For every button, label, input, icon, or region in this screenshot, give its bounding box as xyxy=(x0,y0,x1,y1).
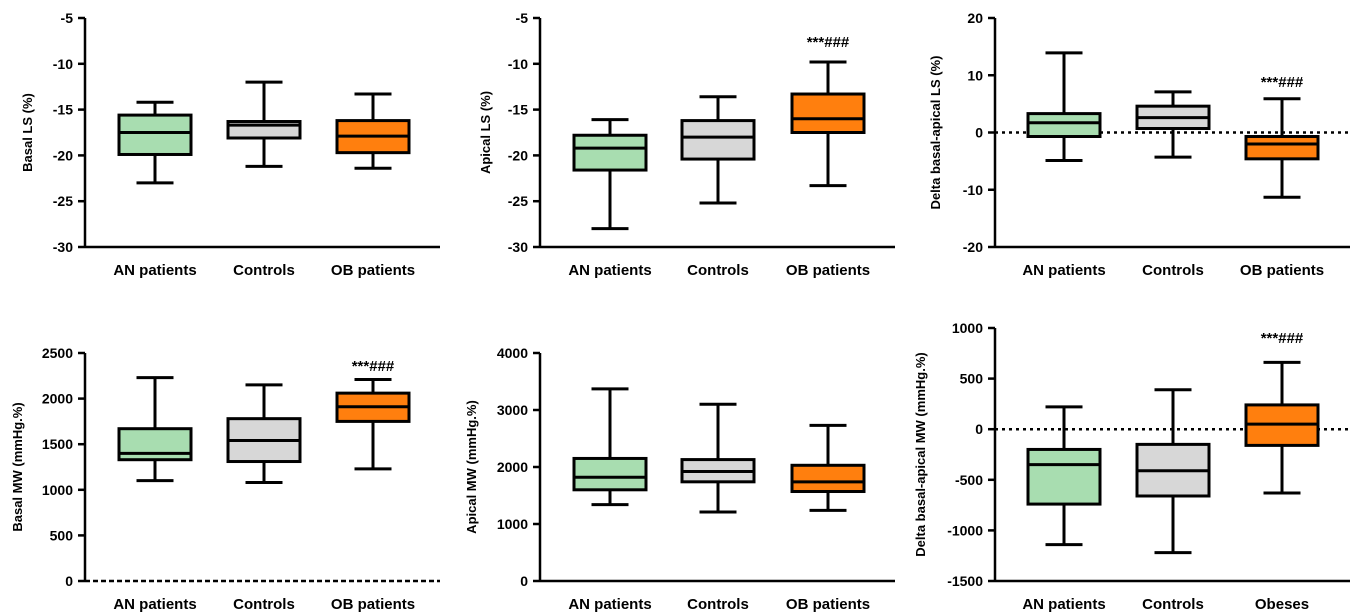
y-tick-label: -10 xyxy=(508,56,528,72)
chart-panel-1: -5 -10 -15 -20 -25 -30 Basal LS (%) AN patients… xyxy=(20,10,440,279)
y-tick-label: 2500 xyxy=(42,345,73,361)
box-ob-patients xyxy=(335,92,411,170)
category-label: Controls xyxy=(1142,262,1204,279)
y-axis-title: Apical MW (mmHg.%) xyxy=(464,400,479,534)
y-tick-label: -15 xyxy=(53,102,73,118)
y-tick-label: -20 xyxy=(508,147,528,163)
iqr-box xyxy=(790,92,866,134)
y-tick-label: 2000 xyxy=(42,391,73,407)
y-tick-label: -15 xyxy=(508,102,528,118)
category-label: AN patients xyxy=(113,596,196,613)
box-ob-patients xyxy=(335,377,411,471)
box-an-patients xyxy=(572,118,648,231)
y-tick-label: -10 xyxy=(53,56,73,72)
y-tick-label: -20 xyxy=(963,239,983,255)
y-tick-label: 20 xyxy=(967,10,983,26)
category-label: AN patients xyxy=(1022,262,1105,279)
y-axis-title: Basal MW (mmHg.%) xyxy=(10,402,25,531)
significance-annotation: ***### xyxy=(807,34,850,51)
significance-annotation: ***### xyxy=(352,358,395,375)
y-tick-label: 500 xyxy=(50,527,74,543)
significance-annotation: ***### xyxy=(1261,330,1304,347)
y-tick-label: 0 xyxy=(65,573,73,589)
y-tick-label: 2000 xyxy=(497,459,528,475)
y-tick-label: -5 xyxy=(516,10,529,26)
category-label: AN patients xyxy=(113,262,196,279)
iqr-box xyxy=(790,463,866,494)
category-label: OB patients xyxy=(331,596,415,613)
box-obeses xyxy=(1244,360,1320,495)
iqr-box xyxy=(572,456,648,492)
y-tick-label: 4000 xyxy=(497,345,528,361)
iqr-box xyxy=(572,133,648,172)
y-tick-label: -20 xyxy=(53,147,73,163)
iqr-box xyxy=(117,113,193,156)
chart-panel-2: -5 -10 -15 -20 -25 -30 Apical LS (%) AN patient… xyxy=(478,10,895,279)
box-controls xyxy=(226,80,302,168)
iqr-box xyxy=(1026,112,1102,139)
category-label: OB patients xyxy=(786,262,870,279)
box-an-patients xyxy=(1026,405,1102,547)
y-tick-label: -30 xyxy=(508,239,528,255)
box-ob-patients xyxy=(1244,97,1320,199)
y-tick-label: 0 xyxy=(975,421,983,437)
box-an-patients xyxy=(117,100,193,185)
category-label: Controls xyxy=(233,596,295,613)
y-tick-label: -1500 xyxy=(947,573,983,589)
category-label: Controls xyxy=(233,262,295,279)
chart-panel-6: 1000 500 0 -500 -1000 -1500 Delta basal-apical… xyxy=(913,320,1350,613)
y-axis-title: Apical LS (%) xyxy=(478,91,493,174)
y-tick-label: 3000 xyxy=(497,402,528,418)
box-an-patients xyxy=(1026,51,1102,163)
category-label: AN patients xyxy=(568,262,651,279)
box-ob-patients xyxy=(790,60,866,188)
category-label: OB patients xyxy=(786,596,870,613)
y-tick-label: 10 xyxy=(967,67,983,83)
category-label: Obeses xyxy=(1255,596,1309,613)
y-tick-label: 0 xyxy=(520,573,528,589)
category-label: OB patients xyxy=(331,262,415,279)
y-tick-label: -1000 xyxy=(947,522,983,538)
chart-panel-4: 2500 2000 1500 1000 500 0 Basal MW (mmHg.%) AN … xyxy=(10,345,440,613)
box-controls xyxy=(1135,388,1211,555)
significance-annotation: ***### xyxy=(1261,74,1304,91)
category-label: AN patients xyxy=(568,596,651,613)
iqr-box xyxy=(117,427,193,462)
y-tick-label: -5 xyxy=(61,10,74,26)
category-label: Controls xyxy=(687,262,749,279)
iqr-box xyxy=(1026,447,1102,506)
y-tick-label: -10 xyxy=(963,182,983,198)
iqr-box xyxy=(1244,135,1320,161)
box-controls xyxy=(226,383,302,485)
box-controls xyxy=(1135,90,1211,159)
box-controls xyxy=(680,95,756,205)
box-an-patients xyxy=(572,387,648,507)
category-label: AN patients xyxy=(1022,596,1105,613)
box-ob-patients xyxy=(790,423,866,512)
category-label: Controls xyxy=(687,596,749,613)
box-an-patients xyxy=(117,376,193,483)
y-tick-label: 1000 xyxy=(952,320,983,336)
box-controls xyxy=(680,402,756,514)
y-tick-label: -500 xyxy=(955,472,983,488)
y-tick-label: -25 xyxy=(508,193,528,209)
chart-panel-3: 20 10 0 -10 -20 Delta basal-apical LS (%) AN p… xyxy=(928,10,1350,279)
y-tick-label: 1000 xyxy=(42,482,73,498)
y-axis-title: Basal LS (%) xyxy=(20,93,35,172)
y-tick-label: 1000 xyxy=(497,516,528,532)
category-label: Controls xyxy=(1142,596,1204,613)
y-tick-label: 0 xyxy=(975,125,983,141)
y-tick-label: 1500 xyxy=(42,436,73,452)
y-tick-label: -30 xyxy=(53,239,73,255)
y-tick-label: -25 xyxy=(53,193,73,209)
y-tick-label: 500 xyxy=(960,371,984,387)
iqr-box xyxy=(680,119,756,161)
chart-panel-5: 4000 3000 2000 1000 0 Apical MW (mmHg.%) AN pa… xyxy=(464,345,895,613)
category-label: OB patients xyxy=(1240,262,1324,279)
y-axis-title: Delta basal-apical LS (%) xyxy=(928,56,943,210)
y-axis-title: Delta basal-apical MW (mmHg.%) xyxy=(913,352,928,556)
